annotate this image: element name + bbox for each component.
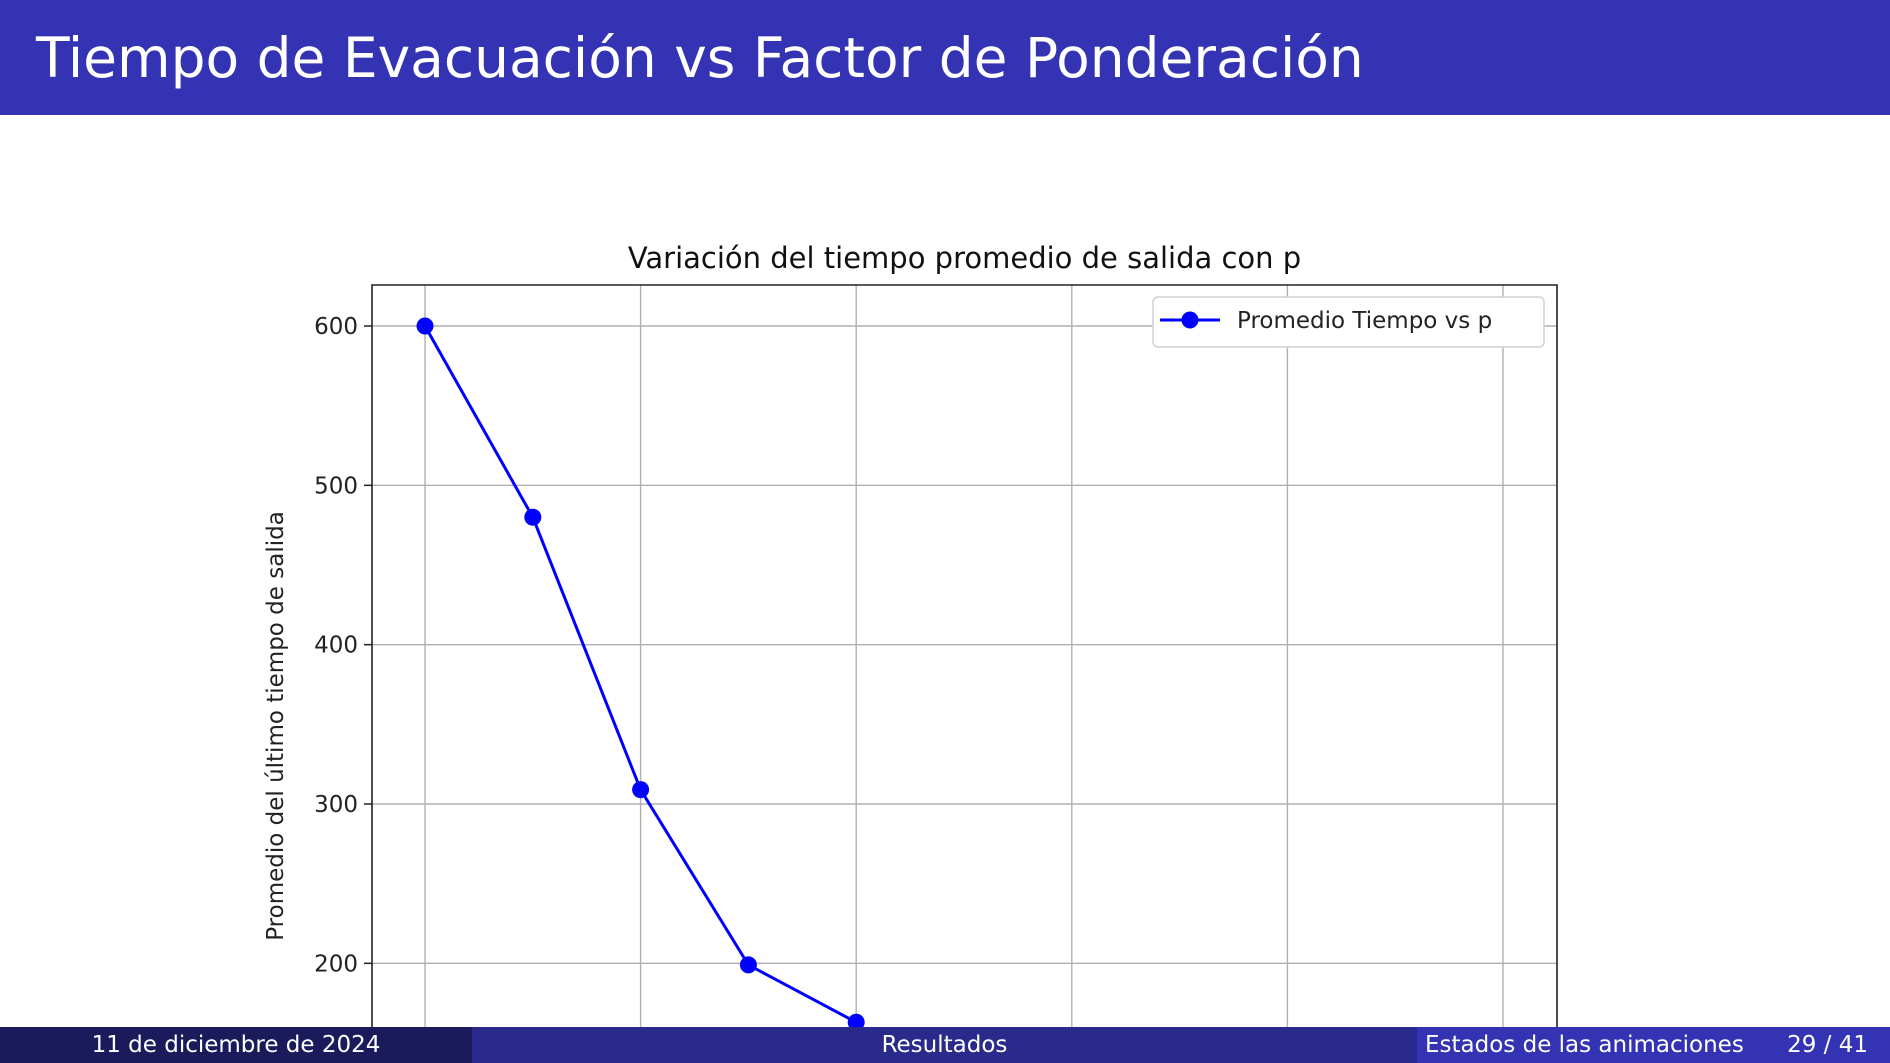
- y-tick-label: 300: [314, 792, 358, 818]
- legend-box: [1152, 296, 1545, 348]
- footer-section: Resultados: [881, 1032, 1008, 1058]
- y-tick-label: 600: [314, 314, 358, 340]
- footer-date: 11 de diciembre de 2024: [91, 1032, 381, 1058]
- footer-page-number: 29 / 41: [1787, 1032, 1868, 1058]
- y-axis-label: Promedio del último tiempo de salida: [263, 511, 289, 941]
- data-point: [739, 956, 757, 974]
- slide-header: Tiempo de Evacuación vs Factor de Ponder…: [0, 0, 1890, 115]
- slide-footer: 11 de diciembre de 2024 Resultados Estad…: [0, 1027, 1890, 1063]
- slide-title: Tiempo de Evacuación vs Factor de Ponder…: [36, 26, 1364, 90]
- data-point: [632, 781, 650, 799]
- y-tick-label: 400: [314, 633, 358, 659]
- y-tick-label: 200: [314, 951, 358, 977]
- footer-date-panel: 11 de diciembre de 2024: [0, 1027, 472, 1063]
- legend-marker: [1181, 311, 1199, 329]
- footer-subsection-panel: Estados de las animaciones 29 / 41: [1417, 1027, 1890, 1063]
- data-point: [847, 1013, 865, 1027]
- chart-title: Variación del tiempo promedio de salida …: [628, 241, 1301, 275]
- data-point: [524, 508, 542, 526]
- legend-label: Promedio Tiempo vs p: [1237, 308, 1492, 334]
- y-tick-label: 500: [314, 473, 358, 499]
- footer-section-panel: Resultados: [472, 1027, 1417, 1063]
- data-point: [416, 317, 434, 335]
- plot-frame: [371, 284, 1558, 1027]
- footer-subsection: Estados de las animaciones: [1425, 1032, 1744, 1058]
